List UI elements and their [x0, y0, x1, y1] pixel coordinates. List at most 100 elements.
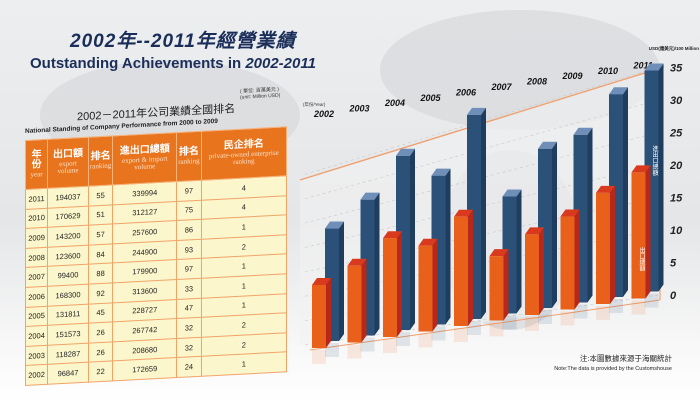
bar-top [431, 168, 451, 176]
y-tick-label: 0 [670, 290, 677, 302]
bar-top [644, 63, 664, 71]
bar [454, 216, 468, 326]
bar [596, 192, 610, 304]
bar-reflection [538, 310, 552, 324]
bar-side [481, 107, 486, 320]
bar-side [610, 185, 615, 304]
bar-top [347, 258, 367, 266]
bar-top [454, 209, 473, 217]
bar-top [631, 165, 651, 173]
page-title-en: Outstanding Achievements in 2002-2011 [30, 55, 316, 72]
x-tick-label: 2010 [597, 66, 618, 76]
y-axis-label: USD(億美元)/100 Million [649, 45, 700, 52]
bar-side [374, 192, 380, 336]
x-tick-label: 2009 [562, 71, 583, 81]
gridline [304, 67, 659, 175]
bar-reflection [325, 343, 339, 357]
bar-top [502, 189, 522, 197]
bar [631, 172, 646, 299]
bar-top [489, 249, 509, 257]
bar-reflection [383, 339, 397, 353]
y-tick-label: 25 [669, 128, 683, 140]
bar-reflection [573, 304, 588, 319]
bar-reflection [396, 332, 410, 346]
page-title-cn: 2002年--2011年經營業績 [70, 31, 296, 52]
bar-reflection [596, 306, 610, 320]
x-tick-label: 2002 [313, 109, 334, 119]
bar [347, 265, 362, 343]
bar-top [312, 277, 331, 285]
x-tick-label: 2003 [349, 104, 370, 114]
bar-side [587, 127, 593, 303]
bar-reflection [360, 337, 375, 352]
x-tick-label: 2004 [384, 98, 405, 108]
bar-side [574, 209, 580, 310]
bar [312, 284, 326, 348]
bar-side [361, 258, 367, 343]
note-en: Note:The data is provided by the Customs… [554, 366, 672, 372]
x-tick-label: 2008 [526, 77, 547, 87]
bar-side [432, 238, 438, 332]
bar-reflection [609, 299, 623, 313]
bar-side [552, 141, 557, 308]
bar-top [325, 221, 344, 229]
bar [383, 238, 397, 337]
bar-side [339, 221, 344, 341]
bar-side [445, 168, 451, 325]
bar-top [467, 107, 486, 115]
gridline [304, 99, 659, 200]
bar-reflection [525, 317, 539, 331]
bar-top [418, 238, 438, 246]
series-label: 進出口總額 [651, 145, 658, 177]
bar-reflection [644, 293, 659, 308]
y-tick-label: 35 [670, 63, 683, 75]
x-tick-label: 2007 [491, 82, 513, 92]
bar-side [516, 189, 522, 314]
bar-reflection [560, 311, 575, 326]
bar-side [468, 209, 473, 326]
bar-top [396, 148, 415, 156]
y-tick-label: 15 [670, 193, 683, 205]
x-tick-label: 2005 [420, 93, 442, 103]
bar-side [623, 87, 628, 297]
bar-top [538, 141, 557, 149]
bar-reflection [418, 333, 433, 348]
bar-side [397, 231, 402, 337]
y-tick-label: 5 [670, 258, 677, 270]
y-tick-label: 30 [670, 95, 683, 107]
x-tick-label: 2011 [633, 60, 653, 70]
bar-side [410, 148, 415, 330]
note-cn: 注:本圖數據來源于海關統計 [579, 354, 672, 363]
bar-reflection [467, 321, 481, 335]
y-tick-label: 20 [669, 160, 683, 172]
bar-top [360, 192, 380, 200]
x-axis-label: (年份/Year) [303, 101, 326, 108]
bar [525, 234, 539, 315]
page-title-en-prefix: Outstanding Achievements in [30, 55, 246, 72]
bar-reflection [431, 326, 446, 341]
bar [489, 256, 504, 321]
x-tick-label: 2006 [455, 87, 477, 97]
page-title-en-years: 2002-2011 [245, 55, 316, 72]
bar-side [539, 227, 544, 315]
bar-side [503, 249, 509, 321]
baseline [309, 299, 661, 351]
bar-side [326, 277, 331, 348]
bar-top [609, 87, 628, 95]
bar-side [658, 63, 664, 292]
series-label: 出口總額 [638, 247, 645, 273]
bar [418, 245, 433, 332]
bar [560, 216, 575, 310]
bar-reflection [502, 315, 517, 330]
bar-side [645, 165, 651, 299]
bar-reflection [312, 350, 326, 364]
bar-reflection [347, 344, 362, 359]
bar-top [596, 185, 615, 193]
bar-top [560, 209, 580, 217]
bar-top [383, 231, 402, 239]
y-tick-label: 10 [670, 225, 683, 237]
bar-top [573, 127, 593, 135]
bar-top [525, 227, 544, 235]
bar-reflection [489, 322, 504, 337]
